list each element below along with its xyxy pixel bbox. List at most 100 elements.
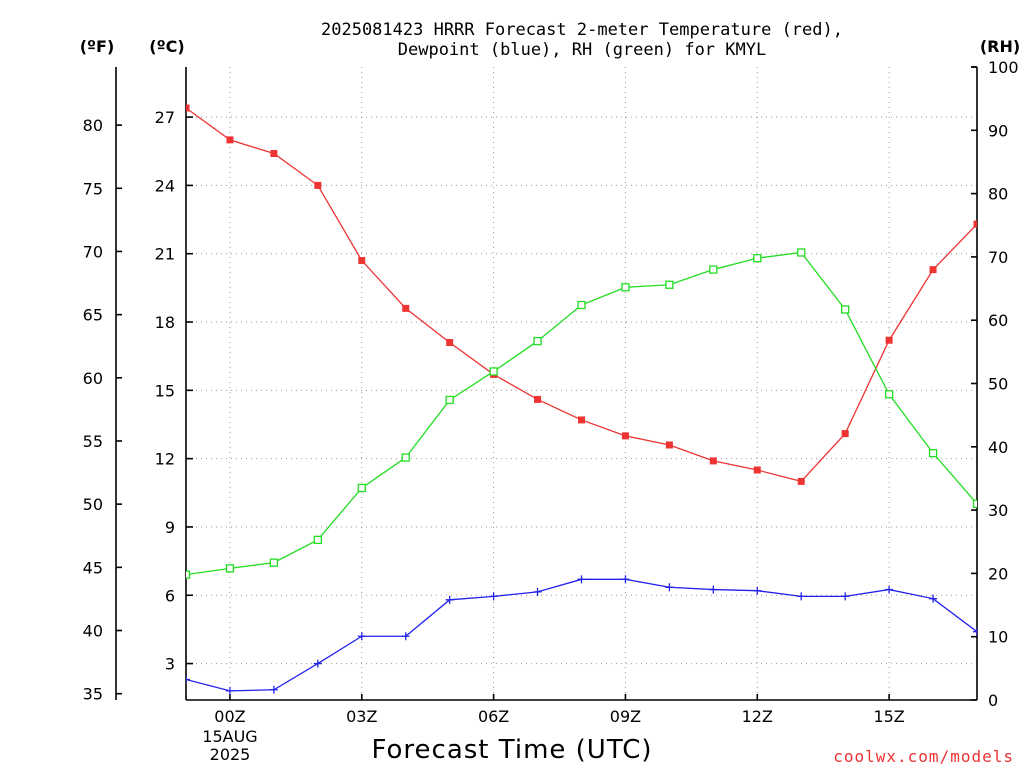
celsius-tick-label: 12: [155, 450, 175, 469]
dewpoint-point: [709, 585, 718, 594]
celsius-tick-label: 27: [155, 108, 175, 127]
series-group: [186, 104, 977, 695]
date-label-day: 15AUG: [202, 727, 257, 746]
fahrenheit-unit-label: (ºF): [80, 37, 115, 56]
rh-point: [357, 483, 366, 493]
rh-point: [401, 453, 410, 462]
rh-tick-label: 0: [988, 691, 998, 710]
dewpoint-point: [929, 594, 938, 603]
credit-text: coolwx.com/models: [833, 747, 1014, 766]
rh-tick-label: 90: [988, 121, 1008, 140]
grid-lines: [186, 67, 977, 700]
celsius-tick-label: 24: [155, 176, 175, 195]
temperature-point: [446, 339, 454, 347]
x-tick-label: 00Z: [214, 707, 245, 726]
dewpoint-point: [841, 592, 850, 601]
temperature-point: [226, 136, 234, 144]
temperature-point: [929, 266, 937, 274]
rh-tick-label: 30: [988, 501, 1008, 520]
rh-tick-label: 60: [988, 311, 1008, 330]
temperature-point: [709, 457, 717, 465]
date-label-year: 2025: [210, 745, 251, 764]
temperature-point: [973, 220, 977, 228]
rh-point: [225, 564, 235, 573]
x-axis-label: Forecast Time (UTC): [371, 735, 652, 765]
temperature-point: [402, 304, 410, 312]
fahrenheit-tick-label: 35: [83, 685, 103, 704]
x-tick-label: 09Z: [610, 707, 641, 726]
rh-tick-label: 50: [988, 375, 1008, 394]
temperature-point: [578, 416, 585, 424]
temperature-point: [797, 477, 805, 485]
rh-point: [489, 367, 498, 376]
x-tick-label: 12Z: [742, 707, 773, 726]
rh-point: [753, 254, 762, 263]
rh-point: [445, 395, 454, 405]
temperature-point: [621, 432, 629, 440]
temperature-point: [665, 441, 673, 449]
rh-point: [972, 499, 977, 508]
dewpoint-point: [885, 585, 894, 594]
fahrenheit-tick-label: 70: [83, 242, 103, 261]
dewpoint-point: [225, 686, 234, 695]
temperature-point: [534, 395, 542, 403]
rh-point: [884, 390, 894, 399]
temperature-line: [186, 107, 977, 483]
dewpoint-point: [489, 592, 498, 601]
dewpoint-point: [445, 595, 454, 604]
fahrenheit-tick-label: 75: [83, 179, 103, 198]
dewpoint-point: [401, 632, 410, 641]
fahrenheit-tick-label: 45: [83, 558, 103, 577]
celsius-tick-label: 21: [155, 245, 175, 264]
dewpoint-point: [357, 632, 366, 641]
rh-line: [186, 251, 977, 576]
x-tick-label: 06Z: [478, 707, 509, 726]
dewpoint-point: [621, 575, 630, 584]
dewpoint-point: [797, 592, 806, 601]
x-tick-label: 15Z: [873, 707, 904, 726]
celsius-tick-label: 3: [165, 655, 175, 674]
rh-tick-label: 70: [988, 248, 1008, 267]
rh-point: [928, 448, 938, 458]
data-series: [186, 104, 977, 695]
rh-tick-label: 40: [988, 438, 1008, 457]
rh-point: [313, 535, 322, 545]
celsius-unit-label: (ºC): [149, 37, 184, 56]
dewpoint-point: [665, 583, 674, 592]
temperature-point: [841, 430, 849, 438]
temperature-point: [314, 181, 322, 189]
rh-point: [533, 336, 542, 346]
dewpoint-point: [313, 659, 322, 668]
celsius-tick-label: 9: [165, 518, 175, 537]
rh-point: [621, 283, 630, 292]
fahrenheit-tick-label: 55: [83, 432, 103, 451]
fahrenheit-tick-label: 60: [83, 369, 103, 388]
rh-unit-label: (RH): [980, 37, 1020, 56]
chart-title-line-2: Dewpoint (blue), RH (green) for KMYL: [398, 40, 766, 60]
rh-point: [709, 265, 718, 274]
rh-point: [269, 558, 279, 567]
fahrenheit-tick-label: 65: [83, 306, 103, 325]
dewpoint-point: [533, 587, 542, 596]
temperature-point: [753, 466, 761, 474]
rh-tick-label: 80: [988, 185, 1008, 204]
temperature-point: [186, 104, 190, 112]
rh-point: [577, 300, 586, 310]
dewpoint-point: [753, 586, 762, 595]
dewpoint-point: [973, 627, 977, 636]
dewpoint-point: [269, 685, 278, 694]
rh-point: [841, 305, 850, 314]
tick-labels: 3 6 9 12 15 18 21 24 27 35 40 45 50 55 60 65 70 75 80 0 10 20…: [83, 58, 1019, 726]
fahrenheit-tick-label: 50: [83, 495, 103, 514]
rh-tick-label: 10: [988, 628, 1008, 647]
x-tick-label: 03Z: [346, 707, 377, 726]
rh-tick-label: 100: [988, 58, 1019, 77]
dewpoint-point: [186, 675, 190, 684]
celsius-tick-label: 15: [155, 381, 175, 400]
rh-tick-label: 20: [988, 564, 1008, 583]
rh-point: [797, 248, 806, 257]
chart-title-line-1: 2025081423 HRRR Forecast 2-meter Tempera…: [321, 20, 843, 40]
dewpoint-point: [577, 575, 586, 584]
axes: [115, 66, 978, 701]
fahrenheit-tick-label: 40: [83, 622, 103, 641]
